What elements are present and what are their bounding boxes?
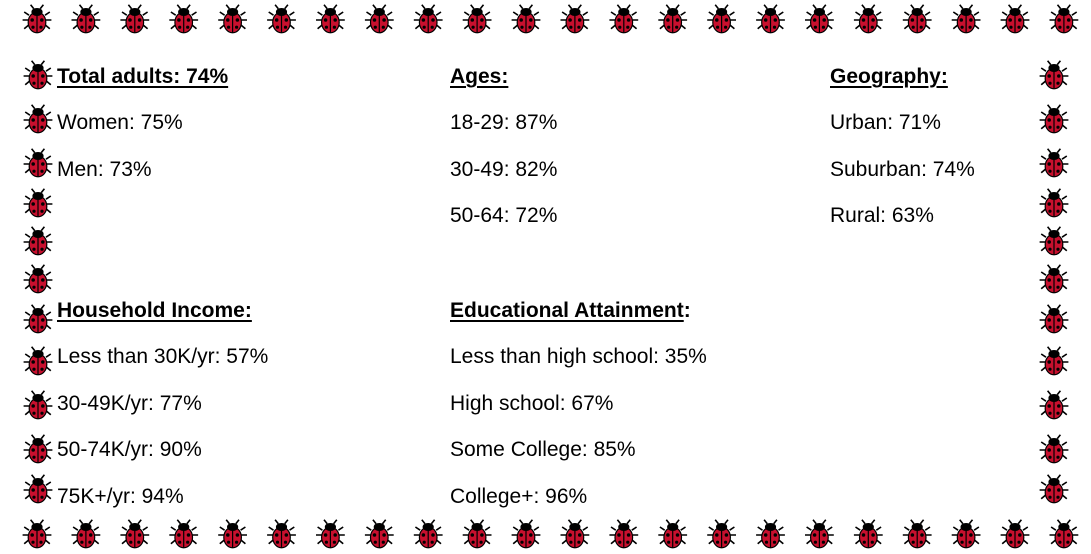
heading: Geography:	[830, 62, 975, 108]
page: Total adults: 74% Women: 75% Men: 73% Ag…	[0, 0, 1091, 554]
ladybug	[365, 520, 394, 548]
ladybug	[267, 5, 296, 33]
item: 75K+/yr: 94%	[57, 482, 268, 529]
ladybug	[365, 5, 394, 33]
ladybug	[24, 305, 53, 333]
ladybug	[756, 520, 785, 548]
item: 30-49K/yr: 77%	[57, 389, 268, 436]
item: Suburban: 74%	[830, 155, 975, 202]
ladybug	[316, 5, 345, 33]
ladybug	[561, 5, 590, 33]
ladybug	[316, 520, 345, 548]
item: Less than high school: 35%	[450, 342, 707, 389]
item: Urban: 71%	[830, 108, 975, 155]
ladybug	[1040, 105, 1069, 133]
ladybug	[1001, 520, 1030, 548]
ladybug	[903, 5, 932, 33]
ladybug	[756, 5, 785, 33]
heading: Household Income:	[57, 296, 268, 342]
heading-text: Geography:	[830, 65, 948, 88]
item: 50-64: 72%	[450, 201, 557, 248]
ladybug	[1040, 305, 1069, 333]
ladybug	[707, 5, 736, 33]
ladybug	[805, 5, 834, 33]
ladybug	[1040, 189, 1069, 217]
ladybug	[23, 520, 52, 548]
item: Less than 30K/yr: 57%	[57, 342, 268, 389]
ladybug	[24, 347, 53, 375]
item: Rural: 63%	[830, 201, 975, 248]
ladybug	[414, 520, 443, 548]
ladybug	[24, 105, 53, 133]
section: Geography: Urban: 71% Suburban: 74% Rura…	[830, 62, 975, 248]
ladybug	[1040, 475, 1069, 503]
ladybug	[72, 5, 101, 33]
ladybug	[24, 149, 53, 177]
item: 50-74K/yr: 90%	[57, 435, 268, 482]
section: Household Income: Less than 30K/yr: 57% …	[57, 296, 268, 528]
ladybug	[24, 265, 53, 293]
heading: Educational Attainment:	[450, 296, 707, 342]
item: Some College: 85%	[450, 435, 707, 482]
ladybug	[1050, 520, 1079, 548]
heading-text: Household Income:	[57, 299, 252, 322]
ladybug	[267, 520, 296, 548]
ladybug	[609, 5, 638, 33]
ladybug	[24, 61, 53, 89]
ladybug	[1040, 265, 1069, 293]
ladybug	[854, 5, 883, 33]
ladybug	[1040, 149, 1069, 177]
ladybug	[169, 5, 198, 33]
ladybug	[1050, 5, 1079, 33]
ladybug	[24, 435, 53, 463]
ladybug	[414, 5, 443, 33]
ladybug	[1040, 391, 1069, 419]
ladybug	[24, 189, 53, 217]
heading-text: Educational Attainment	[450, 299, 684, 322]
ladybug	[24, 227, 53, 255]
ladybug	[512, 5, 541, 33]
heading: Total adults: 74%	[57, 62, 228, 108]
ladybug	[805, 520, 834, 548]
ladybug	[707, 520, 736, 548]
ladybug	[1040, 347, 1069, 375]
ladybug	[463, 5, 492, 33]
heading-colon: :	[684, 299, 691, 322]
item: High school: 67%	[450, 389, 707, 436]
ladybug	[120, 5, 149, 33]
ladybug	[1040, 227, 1069, 255]
heading: Ages:	[450, 62, 557, 108]
ladybug	[1040, 61, 1069, 89]
item: 18-29: 87%	[450, 108, 557, 155]
item: Men: 73%	[57, 155, 228, 202]
ladybug	[952, 520, 981, 548]
ladybug	[952, 5, 981, 33]
ladybug	[1040, 435, 1069, 463]
heading-text: Total adults: 74%	[57, 65, 228, 88]
ladybug	[24, 475, 53, 503]
item: College+: 96%	[450, 482, 707, 529]
ladybug	[218, 5, 247, 33]
ladybug	[1001, 5, 1030, 33]
section: Total adults: 74% Women: 75% Men: 73%	[57, 62, 228, 201]
item: Women: 75%	[57, 108, 228, 155]
ladybug	[854, 520, 883, 548]
ladybug	[903, 520, 932, 548]
ladybug	[658, 5, 687, 33]
ladybug	[23, 5, 52, 33]
section: Educational Attainment: Less than high s…	[450, 296, 707, 528]
ladybug	[24, 391, 53, 419]
item: 30-49: 82%	[450, 155, 557, 202]
section: Ages: 18-29: 87% 30-49: 82% 50-64: 72%	[450, 62, 557, 248]
heading-text: Ages:	[450, 65, 508, 88]
